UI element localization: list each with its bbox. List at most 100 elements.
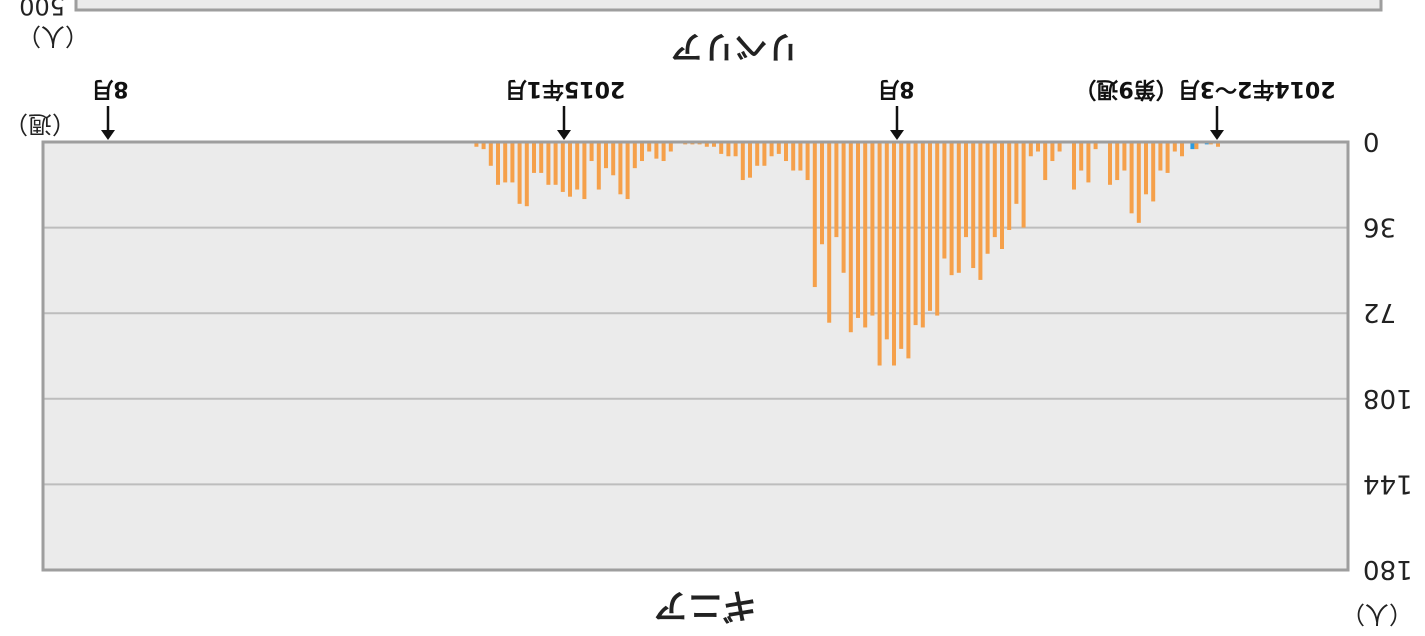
bar-series-a xyxy=(510,142,515,183)
annotation-label: 8月 xyxy=(91,76,128,101)
grid-lines xyxy=(43,226,1348,486)
bar-series-a xyxy=(892,142,896,366)
bar-series-a xyxy=(776,142,781,154)
y-tick-label: 180 xyxy=(1363,554,1413,584)
bar-series-a xyxy=(568,142,572,197)
bar-series-a xyxy=(654,142,659,159)
bar-series-a xyxy=(546,142,551,185)
top-panel-unit: （人） xyxy=(17,22,89,50)
bar-series-a xyxy=(834,142,839,238)
bar-series-a xyxy=(625,142,630,200)
bar-series-a xyxy=(719,142,724,154)
bar-series-a xyxy=(1021,142,1026,228)
annotation-arrow xyxy=(101,106,115,140)
y-axis-unit: （人） xyxy=(1341,600,1413,628)
annotation-label: 8月 xyxy=(877,76,914,101)
bar-series-a xyxy=(906,142,911,359)
bar-series-a xyxy=(596,142,601,190)
bar-series-a xyxy=(1108,142,1112,185)
bar-series-a xyxy=(791,142,796,171)
bar-series-a xyxy=(704,142,709,147)
bar-series-a xyxy=(632,142,637,169)
y-tick-labels: 0 36 72 108 144 180 xyxy=(1363,126,1413,584)
y-tick-label: 144 xyxy=(1363,468,1413,498)
bar-series-a xyxy=(985,142,990,254)
y-tick-label: 0 xyxy=(1363,126,1380,156)
bar-series-a xyxy=(1057,142,1062,152)
bar-series-a xyxy=(1014,142,1019,204)
bar-series-a xyxy=(647,142,652,152)
bar-series-a xyxy=(496,142,500,185)
bar-series-a xyxy=(560,142,565,192)
bar-series-a xyxy=(604,142,608,169)
bar-series-a xyxy=(812,142,817,288)
annotation-label: 2015年1月 xyxy=(505,76,626,102)
bar-series-a xyxy=(481,142,486,150)
annotation-arrow xyxy=(557,106,571,140)
bar-series-a xyxy=(935,142,940,316)
bar-series-a xyxy=(762,142,767,166)
bar-series-a xyxy=(1086,142,1091,183)
bar-series-a xyxy=(1165,142,1170,173)
bar-series-a xyxy=(712,142,716,147)
bar-series-a xyxy=(503,142,508,183)
bar-series-a xyxy=(1028,142,1033,157)
bar-series-a xyxy=(928,142,932,311)
bar-series-a xyxy=(784,142,788,162)
top-panel-ymax: 500 xyxy=(19,0,65,20)
bar-series-a xyxy=(820,142,824,245)
bar-series-a xyxy=(755,142,760,166)
bar-series-a xyxy=(1180,142,1184,157)
bar-series-a xyxy=(978,142,983,280)
bar-series-a xyxy=(1007,142,1012,230)
y-tick-label: 36 xyxy=(1363,212,1396,242)
bar-series-a xyxy=(1115,142,1120,181)
x-axis-unit: （週） xyxy=(4,110,76,138)
annotation-arrow xyxy=(890,106,904,140)
bar-series-a xyxy=(668,142,673,152)
bar-series-a xyxy=(1216,142,1220,147)
bar-series-a xyxy=(841,142,846,273)
bar-series-a xyxy=(1072,142,1076,190)
annotation-label: 2014年2～3月（第9週） xyxy=(1074,76,1335,102)
bar-series-a xyxy=(920,142,925,328)
bar-series-a xyxy=(589,142,594,162)
series-a-bars xyxy=(474,142,1220,366)
chart-title: ギニア xyxy=(654,585,756,625)
bar-series-a xyxy=(640,142,644,162)
bar-series-a xyxy=(488,142,493,166)
annotation-arrow xyxy=(1210,106,1224,140)
bar-series-a xyxy=(740,142,745,181)
bar-series-a xyxy=(971,142,976,269)
bar-series-a xyxy=(474,142,479,147)
top-panel-title: リベリア xyxy=(671,28,799,66)
bar-series-a xyxy=(992,142,997,238)
top-panel-frame xyxy=(74,0,1383,12)
bar-series-a xyxy=(964,142,968,238)
bar-series-a xyxy=(524,142,529,207)
bar-series-a xyxy=(848,142,853,333)
bar-series-a xyxy=(1144,142,1148,195)
bar-series-a xyxy=(575,142,580,190)
plot-area xyxy=(43,142,1348,570)
bar-series-a xyxy=(1036,142,1040,152)
bar-series-a xyxy=(532,142,536,173)
y-tick-label: 108 xyxy=(1363,383,1413,413)
bar-series-a xyxy=(1129,142,1134,214)
plot-frame xyxy=(41,140,1350,572)
bar-series-a xyxy=(798,142,803,171)
bar-series-a xyxy=(1000,142,1004,249)
bar-series-a xyxy=(618,142,623,195)
bar-series-a xyxy=(1172,142,1177,152)
bar-series-a xyxy=(805,142,810,181)
bar-series-a xyxy=(1122,142,1127,171)
bar-series-a xyxy=(856,142,860,318)
bar-series-a xyxy=(1093,142,1098,150)
bar-series-a xyxy=(1136,142,1141,223)
bar-series-a xyxy=(877,142,882,366)
bar-series-a xyxy=(942,142,947,259)
bar-series-a xyxy=(661,142,666,162)
bar-series-a xyxy=(870,142,875,316)
